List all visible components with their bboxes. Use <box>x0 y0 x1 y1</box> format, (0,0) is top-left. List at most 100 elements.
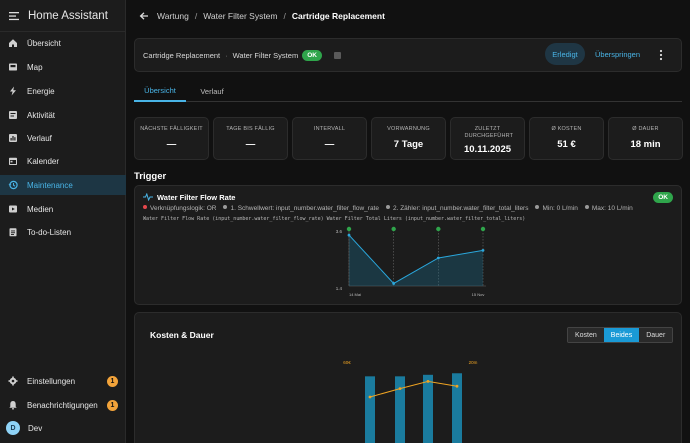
chart-icon <box>9 134 17 142</box>
segment-both[interactable]: Beides <box>603 328 640 342</box>
map-icon <box>9 63 17 71</box>
sensors-line: Water Filter Flow Rate (input_number.wat… <box>143 216 526 222</box>
cost-bar <box>395 376 405 443</box>
stat-label: INTERVALL <box>313 126 346 132</box>
right-axis-label: 20m <box>469 360 478 365</box>
cost-duration-title: Kosten & Dauer <box>150 330 214 340</box>
sidebar-item-history[interactable]: Verlauf <box>0 128 126 148</box>
media-icon <box>9 205 17 213</box>
sidebar-item-overview[interactable]: Übersicht <box>0 33 126 53</box>
meta-text: Verknüpfungslogik: OR <box>150 205 217 212</box>
square-icon <box>333 51 341 59</box>
stat-card-days-until-due: TAGE BIS FÄLLIG — <box>213 117 288 160</box>
sidebar-item-label: To-do-Listen <box>27 227 72 237</box>
sidebar-item-calendar[interactable]: Kalender <box>0 151 126 171</box>
sidebar-item-energy[interactable]: Energie <box>0 81 126 101</box>
sidebar-item-user[interactable]: D Dev <box>0 418 126 438</box>
notifications-badge: 1 <box>107 399 118 411</box>
skip-button[interactable]: Überspringen <box>595 49 641 59</box>
history-icon <box>8 180 18 190</box>
sidebar: Home Assistant Übersicht Map Energie Akt… <box>0 0 126 443</box>
area-fill <box>349 235 483 286</box>
trigger-line-chart: 3.6 1.4 14 Mai 15 Nov <box>336 226 486 297</box>
sidebar-item-maintenance[interactable]: Maintenance <box>0 175 126 195</box>
duration-point <box>368 395 372 399</box>
sidebar-item-todo[interactable]: To-do-Listen <box>0 222 126 242</box>
stat-value: — <box>166 139 177 150</box>
breadcrumb-separator: / <box>194 11 198 21</box>
y-tick-label: 1.4 <box>336 286 343 291</box>
check-marker-icon <box>436 226 441 232</box>
series-line <box>348 234 484 285</box>
stat-card-next-due: NÄCHSTE FÄLLIGKEIT — <box>134 117 209 160</box>
sidebar-item-map[interactable]: Map <box>0 57 126 77</box>
check-marker-icon <box>391 226 396 232</box>
stat-card-warning: VORWARNUNG 7 Tage <box>371 117 446 160</box>
stat-card-last-performed: ZULETZT DURCHGEFÜHRT 10.11.2025 <box>450 117 525 160</box>
sidebar-item-label: Einstellungen <box>27 376 76 386</box>
tab-overview[interactable]: Übersicht <box>134 80 186 102</box>
done-button[interactable]: Erledigt <box>545 43 585 65</box>
duration-point <box>455 384 459 388</box>
data-point <box>392 282 396 285</box>
sidebar-item-label: Verlauf <box>27 133 52 143</box>
meta-text: 1. Schwellwert: input_number.water_filte… <box>230 205 379 212</box>
sidebar-header: Home Assistant <box>0 0 125 32</box>
stat-label: VORWARNUNG <box>387 126 430 132</box>
cost-bar <box>423 374 433 443</box>
activity-icon <box>9 111 17 119</box>
more-vertical-icon[interactable] <box>656 49 666 61</box>
duration-point <box>426 380 430 383</box>
pulse-icon <box>143 193 153 201</box>
header-separator: · <box>225 50 228 60</box>
logic-item: Verknüpfungslogik: OR <box>143 205 216 212</box>
min-item: Min: 0 L/min <box>535 205 578 212</box>
meta-text: 2. Zähler: input_number.water_filter_tot… <box>392 205 529 212</box>
red-dot-icon <box>143 205 147 209</box>
duration-line <box>369 380 458 398</box>
dot-icon <box>584 205 589 209</box>
stat-value: 10.11.2025 <box>463 144 512 155</box>
cost-duration-chart: 60€ 20m <box>343 360 478 443</box>
sidebar-item-settings[interactable]: Einstellungen 1 <box>0 371 126 391</box>
stat-value: — <box>324 139 335 150</box>
check-marker-icon <box>480 226 486 232</box>
dot-icon <box>535 205 540 209</box>
stat-value: — <box>245 139 256 150</box>
sidebar-item-activity[interactable]: Aktivität <box>0 105 126 125</box>
back-arrow-icon[interactable] <box>139 11 149 21</box>
segment-cost[interactable]: Kosten <box>568 328 604 342</box>
breadcrumb-item-object[interactable]: Water Filter System <box>203 11 278 21</box>
trigger-section-title: Trigger <box>134 171 167 182</box>
settings-badge: 1 <box>107 375 118 387</box>
stat-label: ZULETZT DURCHGEFÜHRT <box>464 126 514 139</box>
trigger-card: Water Filter Flow Rate OK Verknüpfungslo… <box>134 185 682 305</box>
calendar-icon <box>9 157 17 165</box>
lightning-icon <box>10 86 16 96</box>
task-header-card: Cartridge Replacement · Water Filter Sys… <box>134 38 682 72</box>
tab-history[interactable]: Verlauf <box>200 86 224 96</box>
clipboard-icon <box>9 228 17 237</box>
menu-icon[interactable] <box>8 10 20 22</box>
sidebar-item-label: Aktivität <box>27 110 56 120</box>
user-name: Dev <box>28 423 43 433</box>
sidebar-item-media[interactable]: Medien <box>0 199 126 219</box>
cost-bar <box>365 376 375 443</box>
stat-label: Ø DAUER <box>632 126 659 132</box>
top-bar: Wartung / Water Filter System / Cartridg… <box>127 0 690 32</box>
cost-duration-card: Kosten & Dauer Kosten Beides Dauer 60€ 2… <box>134 312 682 443</box>
segment-duration[interactable]: Dauer <box>639 328 673 342</box>
stat-card-avg-duration: Ø DAUER 18 min <box>608 117 683 160</box>
breadcrumb-item-wartung[interactable]: Wartung <box>157 11 189 21</box>
data-point <box>481 248 485 252</box>
object-name[interactable]: Water Filter System <box>232 50 299 60</box>
sidebar-item-label: Benachrichtigungen <box>27 400 98 410</box>
stat-label: TAGE BIS FÄLLIG <box>226 126 275 132</box>
bell-icon <box>9 401 17 410</box>
breadcrumb-separator: / <box>283 11 286 21</box>
sidebar-item-label: Maintenance <box>27 180 73 190</box>
stat-value: 7 Tage <box>393 139 424 150</box>
sidebar-item-notifications[interactable]: Benachrichtigungen 1 <box>0 395 126 415</box>
sidebar-item-label: Medien <box>27 204 54 214</box>
duration-point <box>398 387 402 390</box>
